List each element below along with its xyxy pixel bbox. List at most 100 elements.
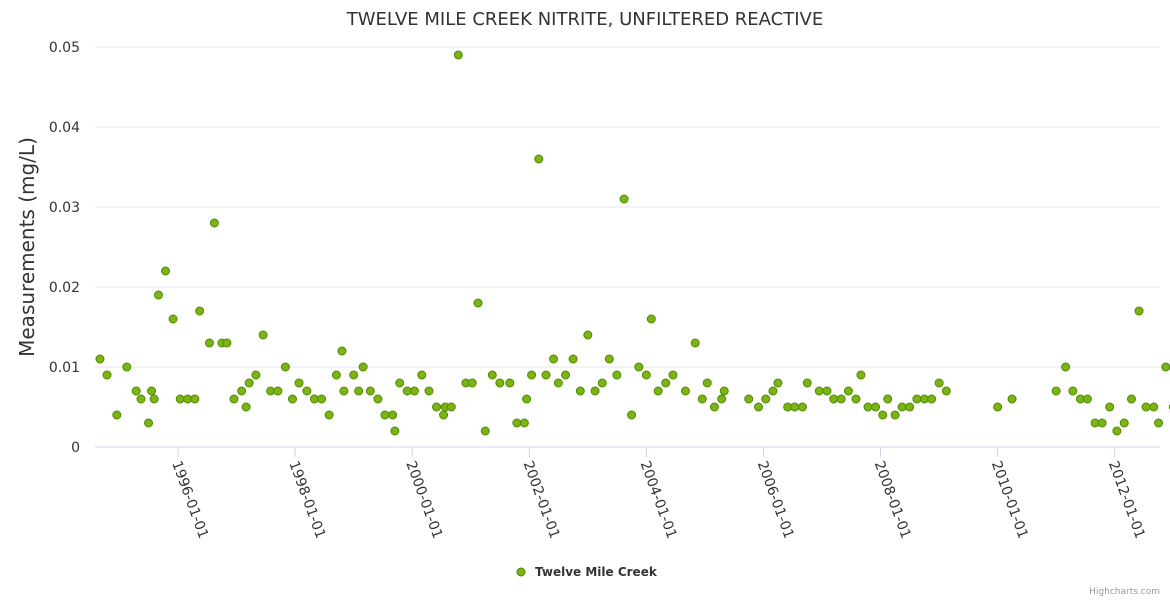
data-point[interactable] <box>768 386 778 396</box>
data-point[interactable] <box>222 338 232 348</box>
data-point[interactable] <box>1141 402 1151 412</box>
data-point[interactable] <box>822 386 832 396</box>
data-point[interactable] <box>934 378 944 388</box>
data-point[interactable] <box>883 394 893 404</box>
data-point[interactable] <box>1134 306 1144 316</box>
data-point[interactable] <box>324 410 334 420</box>
data-point[interactable] <box>761 394 771 404</box>
data-point[interactable] <box>697 394 707 404</box>
data-point[interactable] <box>339 386 349 396</box>
data-point[interactable] <box>317 394 327 404</box>
data-point[interactable] <box>144 418 154 428</box>
data-point[interactable] <box>541 370 551 380</box>
data-point[interactable] <box>1154 418 1164 428</box>
data-point[interactable] <box>1149 402 1159 412</box>
data-point[interactable] <box>668 370 678 380</box>
data-point[interactable] <box>1068 386 1078 396</box>
data-point[interactable] <box>549 354 559 364</box>
data-point[interactable] <box>365 386 375 396</box>
data-point[interactable] <box>424 386 434 396</box>
data-point[interactable] <box>1105 402 1115 412</box>
data-point[interactable] <box>147 386 157 396</box>
data-point[interactable] <box>505 378 515 388</box>
data-point[interactable] <box>280 362 290 372</box>
data-point[interactable] <box>122 362 132 372</box>
data-point[interactable] <box>993 402 1003 412</box>
data-point[interactable] <box>553 378 563 388</box>
data-point[interactable] <box>241 402 251 412</box>
data-point[interactable] <box>1007 394 1017 404</box>
data-point[interactable] <box>905 402 915 412</box>
data-point[interactable] <box>337 346 347 356</box>
data-point[interactable] <box>432 402 442 412</box>
data-point[interactable] <box>641 370 651 380</box>
data-point[interactable] <box>604 354 614 364</box>
data-point[interactable] <box>534 154 544 164</box>
data-point[interactable] <box>1119 418 1129 428</box>
data-point[interactable] <box>95 354 105 364</box>
data-point[interactable] <box>575 386 585 396</box>
data-point[interactable] <box>527 370 537 380</box>
data-point[interactable] <box>453 50 463 60</box>
data-point[interactable] <box>790 402 800 412</box>
data-point[interactable] <box>941 386 951 396</box>
data-point[interactable] <box>897 402 907 412</box>
data-point[interactable] <box>287 394 297 404</box>
data-point[interactable] <box>773 378 783 388</box>
data-point[interactable] <box>653 386 663 396</box>
data-point[interactable] <box>209 218 219 228</box>
data-point[interactable] <box>836 394 846 404</box>
data-point[interactable] <box>522 394 532 404</box>
data-point[interactable] <box>797 402 807 412</box>
data-point[interactable] <box>680 386 690 396</box>
data-point[interactable] <box>814 386 824 396</box>
data-point[interactable] <box>467 378 477 388</box>
data-point[interactable] <box>802 378 812 388</box>
data-point[interactable] <box>195 306 205 316</box>
data-point[interactable] <box>878 410 888 420</box>
data-point[interactable] <box>373 394 383 404</box>
data-point[interactable] <box>690 338 700 348</box>
data-point[interactable] <box>519 418 529 428</box>
data-point[interactable] <box>1126 394 1136 404</box>
data-point[interactable] <box>717 394 727 404</box>
data-point[interactable] <box>480 426 490 436</box>
data-point[interactable] <box>487 370 497 380</box>
data-point[interactable] <box>702 378 712 388</box>
data-point[interactable] <box>661 378 671 388</box>
data-point[interactable] <box>627 410 637 420</box>
data-point[interactable] <box>561 370 571 380</box>
data-point[interactable] <box>871 402 881 412</box>
data-point[interactable] <box>843 386 853 396</box>
data-point[interactable] <box>1112 426 1122 436</box>
data-point[interactable] <box>204 338 214 348</box>
data-point[interactable] <box>390 426 400 436</box>
data-point[interactable] <box>153 290 163 300</box>
data-point[interactable] <box>294 378 304 388</box>
data-point[interactable] <box>354 386 364 396</box>
data-point[interactable] <box>754 402 764 412</box>
data-point[interactable] <box>1051 386 1061 396</box>
data-point[interactable] <box>473 298 483 308</box>
data-point[interactable] <box>1161 362 1170 372</box>
data-point[interactable] <box>161 266 171 276</box>
data-point[interactable] <box>380 410 390 420</box>
data-point[interactable] <box>258 330 268 340</box>
legend-label[interactable]: Twelve Mile Creek <box>535 565 658 579</box>
data-point[interactable] <box>646 314 656 324</box>
data-point[interactable] <box>388 410 398 420</box>
data-point[interactable] <box>568 354 578 364</box>
data-point[interactable] <box>856 370 866 380</box>
data-point[interactable] <box>409 386 419 396</box>
data-point[interactable] <box>446 402 456 412</box>
data-point[interactable] <box>583 330 593 340</box>
data-point[interactable] <box>744 394 754 404</box>
data-point[interactable] <box>229 394 239 404</box>
data-point[interactable] <box>237 386 247 396</box>
data-point[interactable] <box>244 378 254 388</box>
data-point[interactable] <box>417 370 427 380</box>
data-point[interactable] <box>619 194 629 204</box>
data-point[interactable] <box>512 418 522 428</box>
data-point[interactable] <box>890 410 900 420</box>
data-point[interactable] <box>273 386 283 396</box>
